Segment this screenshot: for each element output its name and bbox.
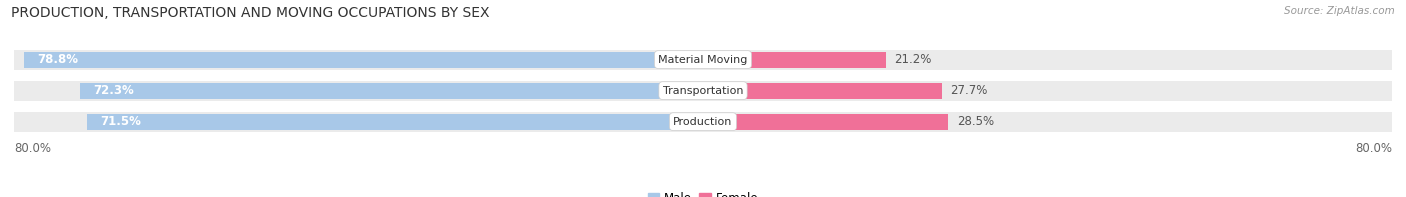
Text: Source: ZipAtlas.com: Source: ZipAtlas.com (1284, 6, 1395, 16)
Bar (14, 50, 1392, 70)
Bar (80, 83, 703, 99)
Text: 78.8%: 78.8% (38, 53, 79, 66)
Bar (24, 51, 703, 68)
Text: 27.7%: 27.7% (950, 84, 987, 97)
Text: 80.0%: 80.0% (1355, 142, 1392, 155)
Legend: Male, Female: Male, Female (643, 187, 763, 197)
Text: 21.2%: 21.2% (894, 53, 932, 66)
Bar (14, 112, 1392, 132)
Bar (703, 51, 886, 68)
Text: 80.0%: 80.0% (14, 142, 51, 155)
Text: Transportation: Transportation (662, 86, 744, 96)
Text: 28.5%: 28.5% (957, 115, 994, 128)
Bar (14, 81, 1392, 100)
Text: 72.3%: 72.3% (93, 84, 134, 97)
Bar (87, 114, 703, 130)
Text: PRODUCTION, TRANSPORTATION AND MOVING OCCUPATIONS BY SEX: PRODUCTION, TRANSPORTATION AND MOVING OC… (11, 6, 489, 20)
Bar (703, 114, 949, 130)
Bar (703, 83, 942, 99)
Text: Material Moving: Material Moving (658, 55, 748, 65)
Text: 71.5%: 71.5% (100, 115, 141, 128)
Text: Production: Production (673, 117, 733, 127)
